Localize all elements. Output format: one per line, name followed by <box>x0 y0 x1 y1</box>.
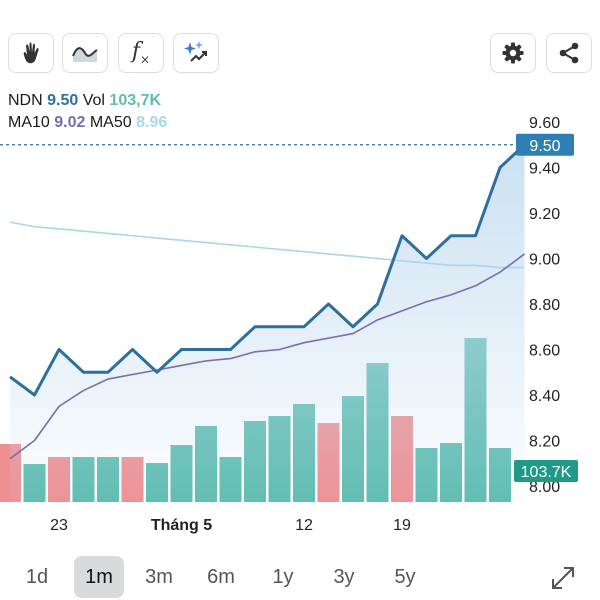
y-tick-label: 8.00 <box>529 479 560 496</box>
range-1y-button[interactable]: 1y <box>272 566 294 588</box>
legend-ma50-label: MA50 <box>89 114 132 131</box>
y-tick-label: 9.40 <box>529 161 560 178</box>
legend-price: 9.50 <box>47 92 79 109</box>
expand-icon[interactable] <box>548 563 578 593</box>
legend-vol: 103,7K <box>109 92 162 109</box>
y-tick-label: 9.60 <box>529 115 560 132</box>
current-price-badge <box>516 133 574 156</box>
legend-price-row: NDN 9.50 Vol 103,7K <box>8 92 161 110</box>
y-tick-label: 8.20 <box>529 434 560 451</box>
current-volume-badge-label: 103.7K <box>521 464 572 481</box>
ma10-line <box>9 253 525 460</box>
share-button[interactable] <box>546 33 592 73</box>
price-chart[interactable]: 9.60 9.40 9.20 9.00 8.80 8.60 8.40 8.20 8.00 9.50… <box>0 0 600 540</box>
range-6m-button[interactable]: 6m <box>207 566 235 588</box>
x-tick-label: Tháng 5 <box>151 517 212 534</box>
price-line <box>9 143 526 397</box>
y-tick-label: 9.00 <box>529 252 560 269</box>
ai-analysis-button[interactable] <box>173 33 219 73</box>
function-icon: f× <box>131 39 151 67</box>
range-selector: 1d 1m 3m 6m 1y 3y 5y <box>0 556 600 598</box>
y-tick-label: 8.80 <box>529 297 560 314</box>
indicators-button[interactable]: f× <box>118 33 164 73</box>
y-tick-label: 8.60 <box>529 343 560 360</box>
range-1m-button[interactable]: 1m <box>74 556 124 598</box>
x-tick-label: 12 <box>295 517 313 534</box>
y-tick-label: 9.20 <box>529 206 560 223</box>
settings-button[interactable] <box>490 33 536 73</box>
range-3m-button[interactable]: 3m <box>145 566 173 588</box>
legend-symbol: NDN <box>8 92 43 109</box>
legend-ma-row: MA10 9.02 MA50 8.96 <box>8 114 167 132</box>
price-area <box>10 144 525 502</box>
range-1d-button[interactable]: 1d <box>25 566 49 588</box>
area-chart-icon <box>72 47 98 62</box>
legend-ma10-label: MA10 <box>8 114 50 131</box>
hand-tool-button[interactable] <box>8 33 54 73</box>
chart-type-button[interactable] <box>62 33 108 73</box>
x-tick-label: 19 <box>393 517 411 534</box>
gear-icon <box>502 42 524 64</box>
current-price-badge-label: 9.50 <box>529 138 560 155</box>
share-icon <box>559 42 579 64</box>
y-tick-label: 8.40 <box>529 388 560 405</box>
sparkle-icon <box>184 41 207 62</box>
hand-icon <box>23 42 39 64</box>
legend-ma50: 8.96 <box>136 114 168 131</box>
x-tick-label: 23 <box>50 517 68 534</box>
legend-ma10: 9.02 <box>54 114 86 131</box>
range-5y-button[interactable]: 5y <box>394 566 416 588</box>
range-3y-button[interactable]: 3y <box>333 566 355 588</box>
legend-vol-label: Vol <box>82 92 105 109</box>
ma50-line <box>9 221 525 269</box>
current-volume-badge <box>514 460 578 482</box>
